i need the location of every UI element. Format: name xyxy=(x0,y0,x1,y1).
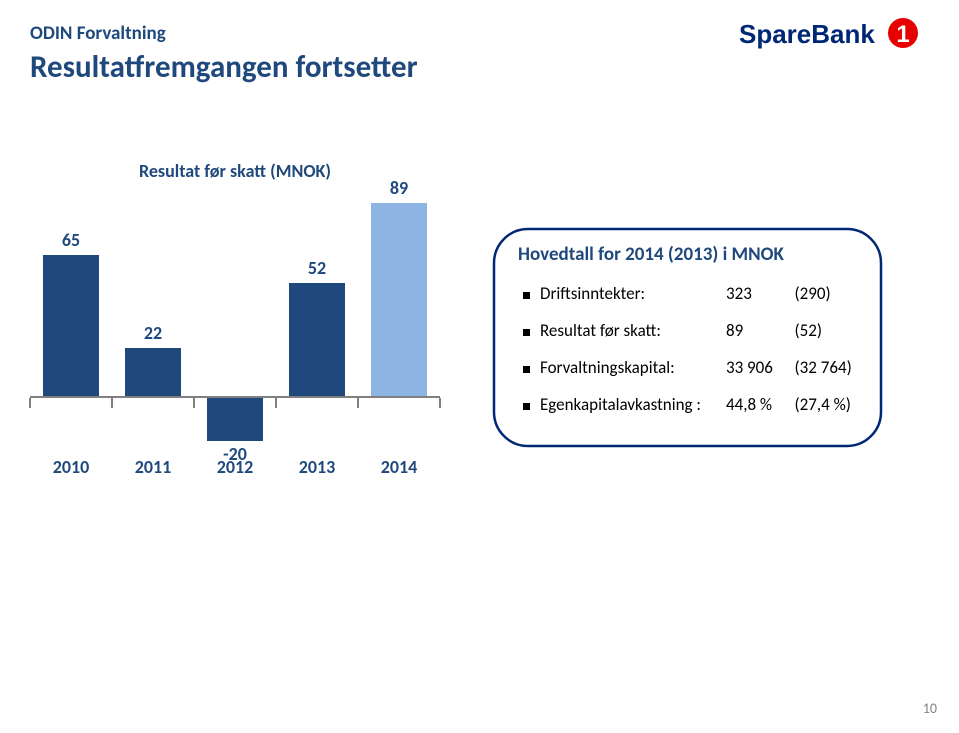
chart-tick xyxy=(193,398,195,408)
chart-tick xyxy=(111,398,113,408)
chart-tick xyxy=(275,398,277,408)
callout-value-prev: (32 764) xyxy=(794,357,863,378)
callout-box: Hovedtall for 2014 (2013) i MNOK Driftsi… xyxy=(490,225,885,450)
chart-bar-label: 22 xyxy=(125,322,181,344)
chart-bar-label: 65 xyxy=(43,229,99,251)
callout-label: Driftsinntekter: xyxy=(540,283,726,304)
bullet-icon xyxy=(523,292,530,299)
chart-bar xyxy=(207,398,263,441)
slide: ODIN Forvaltning Resultatfremgangen fort… xyxy=(0,0,959,733)
chart-x-label: 2014 xyxy=(358,456,440,478)
header-subtitle: ODIN Forvaltning xyxy=(30,22,166,45)
callout-label: Egenkapitalavkastning : xyxy=(540,394,726,415)
chart-bar xyxy=(371,203,427,396)
callout-title: Hovedtall for 2014 (2013) i MNOK xyxy=(518,243,784,266)
page-number: 10 xyxy=(923,700,937,717)
chart-tick xyxy=(357,398,359,408)
logo-circle-text: 1 xyxy=(896,21,909,48)
header-title: Resultatfremgangen fortsetter xyxy=(30,48,418,86)
bullet-icon xyxy=(523,329,530,336)
callout-row: Driftsinntekter:323(290) xyxy=(523,283,863,304)
callout-value-current: 44,8 % xyxy=(726,394,795,415)
callout-value-prev: (52) xyxy=(794,320,863,341)
callout-value-current: 89 xyxy=(726,320,795,341)
bar-chart: 652010222011-202012522013892014 xyxy=(30,190,440,490)
chart-x-label: 2011 xyxy=(112,456,194,478)
sparebank-logo: SpareBank 1 xyxy=(739,18,929,52)
chart-tick xyxy=(29,398,31,408)
callout-row: Forvaltningskapital:33 906(32 764) xyxy=(523,357,863,378)
chart-tick xyxy=(439,398,441,408)
logo-text: SpareBank xyxy=(739,19,875,49)
chart-plot: 652010222011-202012522013892014 xyxy=(30,190,440,450)
chart-bar xyxy=(289,283,345,396)
callout-value-prev: (290) xyxy=(794,283,863,304)
callout-value-prev: (27,4 %) xyxy=(794,394,863,415)
callout-row: Egenkapitalavkastning :44,8 %(27,4 %) xyxy=(523,394,863,415)
callout-label: Forvaltningskapital: xyxy=(540,357,726,378)
bullet-icon xyxy=(523,403,530,410)
callout-value-current: 323 xyxy=(726,283,795,304)
chart-x-label: 2010 xyxy=(30,456,112,478)
chart-bar-label: 52 xyxy=(289,257,345,279)
bullet-icon xyxy=(523,366,530,373)
callout-row: Resultat før skatt:89(52) xyxy=(523,320,863,341)
chart-bar xyxy=(125,348,181,396)
chart-x-label: 2012 xyxy=(194,456,276,478)
chart-bar-label: 89 xyxy=(371,177,427,199)
callout-label: Resultat før skatt: xyxy=(540,320,726,341)
chart-bar xyxy=(43,255,99,396)
chart-x-label: 2013 xyxy=(276,456,358,478)
callout-list: Driftsinntekter:323(290) Resultat før ska… xyxy=(523,283,863,431)
callout-value-current: 33 906 xyxy=(726,357,795,378)
